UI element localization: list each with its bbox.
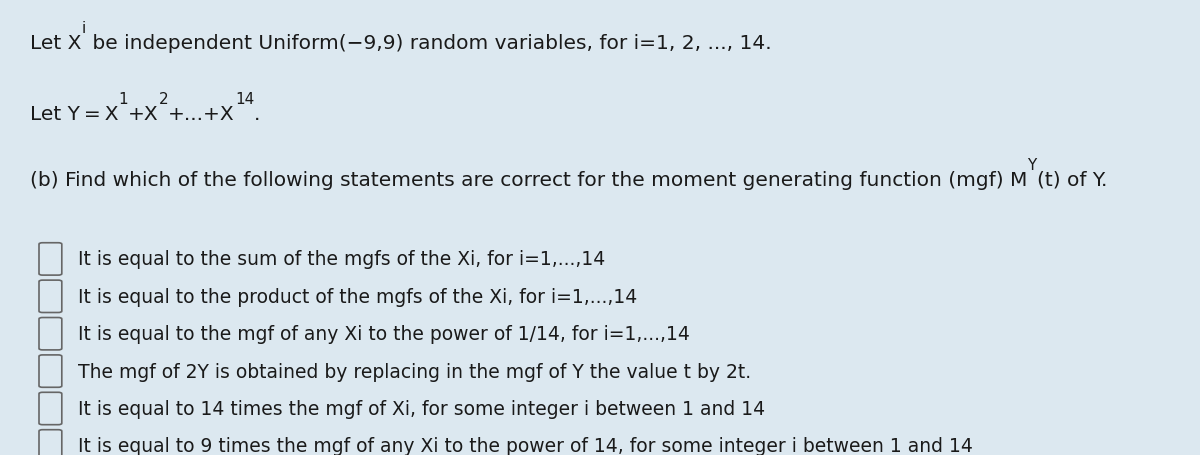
Text: It is equal to the product of the mgfs of the Xi, for i=1,...,14: It is equal to the product of the mgfs o…: [78, 287, 637, 306]
Text: Y: Y: [1027, 158, 1037, 173]
Text: The mgf of 2Y is obtained by replacing in the mgf of Y the value t by 2t.: The mgf of 2Y is obtained by replacing i…: [78, 362, 751, 381]
Text: Let X: Let X: [30, 34, 82, 53]
Text: +X: +X: [128, 105, 158, 124]
Text: .: .: [254, 105, 260, 124]
Text: be independent Uniform(−9,9) random variables, for i=1, 2, ..., 14.: be independent Uniform(−9,9) random vari…: [85, 34, 772, 53]
Text: +...+X: +...+X: [168, 105, 235, 124]
Text: (b) Find which of the following statements are correct for the moment generating: (b) Find which of the following statemen…: [30, 171, 1027, 190]
Text: 1: 1: [119, 92, 128, 107]
Text: 14: 14: [235, 92, 254, 107]
Text: 2: 2: [158, 92, 168, 107]
Text: (t) of Y.: (t) of Y.: [1037, 171, 1108, 190]
Text: It is equal to 9 times the mgf of any Xi to the power of 14, for some integer i : It is equal to 9 times the mgf of any Xi…: [78, 436, 973, 455]
Text: It is equal to the sum of the mgfs of the Xi, for i=1,...,14: It is equal to the sum of the mgfs of th…: [78, 250, 605, 269]
Text: Let Y = X: Let Y = X: [30, 105, 119, 124]
Text: It is equal to 14 times the mgf of Xi, for some integer i between 1 and 14: It is equal to 14 times the mgf of Xi, f…: [78, 399, 766, 418]
Text: It is equal to the mgf of any Xi to the power of 1/14, for i=1,...,14: It is equal to the mgf of any Xi to the …: [78, 324, 690, 344]
Text: i: i: [82, 21, 85, 36]
